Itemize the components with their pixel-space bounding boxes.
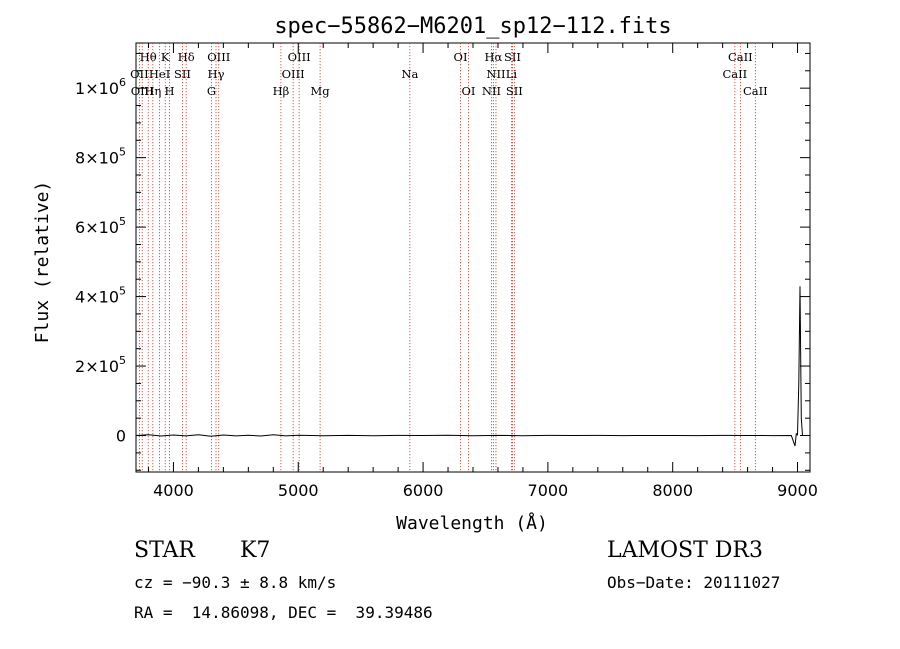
- y-tick-label: 8×105: [75, 146, 126, 168]
- y-axis-label: Flux (relative): [32, 181, 53, 344]
- spectrum-line: [135, 286, 805, 447]
- spectral-lines: [138, 43, 756, 472]
- spectral-line-label: CaII: [728, 50, 753, 64]
- spectral-line-label: OI: [454, 50, 468, 64]
- spectral-line-label: OII: [130, 67, 149, 81]
- x-tick-label: 5000: [278, 481, 319, 500]
- plot-frame: [135, 42, 811, 473]
- spectral-line-label: Hη: [144, 84, 161, 98]
- x-tick-label: 6000: [403, 481, 444, 500]
- spectral-line-label: K: [161, 50, 170, 64]
- spectral-line-label: Hα: [484, 50, 502, 64]
- spectral-line-label: SII: [506, 84, 523, 98]
- axis-ticks: 4000 5000 6000 7000 8000 9000 0 2×105 4×105 6×105…: [75, 43, 818, 500]
- object-class: STAR: [134, 538, 195, 563]
- spectral-line-label: Li: [506, 67, 518, 81]
- observation-date: Obs−Date: 20111027: [607, 573, 781, 592]
- spectral-line-label: OI: [462, 84, 476, 98]
- x-tick-label: 9000: [777, 481, 818, 500]
- spectral-line-label: NII: [482, 84, 501, 98]
- spectral-line-label: G: [207, 84, 216, 98]
- spectral-line-label: SII: [174, 67, 191, 81]
- y-tick-label: 6×105: [75, 215, 126, 237]
- spectral-line-label: NII: [486, 67, 505, 81]
- x-tick-label: 7000: [528, 481, 569, 500]
- coordinates: RA = 14.86098, DEC = 39.39486: [134, 603, 433, 622]
- spectral-line-label: Hθ: [140, 50, 157, 64]
- spectral-line-label: SII: [504, 50, 521, 64]
- x-tick-label: 8000: [652, 481, 693, 500]
- spectral-line-label: CaII: [722, 67, 747, 81]
- spectral-line-label: CaII: [743, 84, 768, 98]
- spectral-line-label: Hγ: [208, 67, 225, 81]
- spectrum-series: [135, 286, 805, 447]
- object-subclass: K7: [240, 538, 271, 563]
- redshift-cz: cz = −90.3 ± 8.8 km/s: [134, 573, 337, 592]
- spectral-line-label: OIII: [288, 50, 311, 64]
- spectral-line-label: OIII: [282, 67, 305, 81]
- chart-title: spec−55862−M6201_sp12−112.fits: [274, 14, 671, 39]
- spectral-line-label: Na: [401, 67, 418, 81]
- survey-name: LAMOST DR3: [607, 538, 763, 563]
- spectral-line-label: Hδ: [178, 50, 195, 64]
- spectral-line-label: HeI: [149, 67, 170, 81]
- spectral-line-label: OIII: [131, 84, 154, 98]
- y-tick-label: 2×105: [75, 354, 126, 376]
- x-tick-label: 4000: [153, 481, 194, 500]
- spectral-line-labels: Hθ OII OIII K HeI Hη SII H Hδ OIII Hγ G OIII OIII Hβ Mg…: [130, 50, 768, 98]
- spectral-line-label: Mg: [311, 84, 331, 98]
- y-tick-label: 1×106: [75, 76, 126, 98]
- spectral-line-label: Hβ: [273, 84, 290, 98]
- y-tick-label: 0: [116, 427, 126, 446]
- x-axis-label: Wavelength (Å): [396, 512, 548, 534]
- spectral-line-label: H: [165, 84, 175, 98]
- spectral-line-label: OIII: [207, 50, 230, 64]
- y-tick-label: 4×105: [75, 285, 126, 307]
